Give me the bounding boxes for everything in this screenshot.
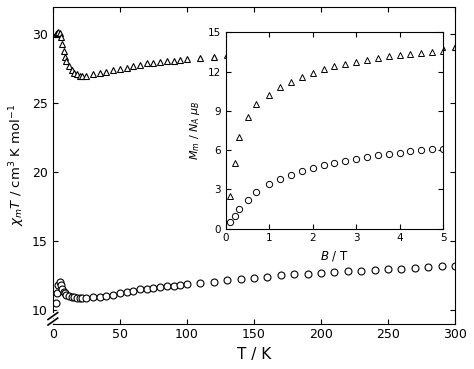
X-axis label: T / K: T / K	[237, 347, 271, 362]
Y-axis label: $\chi_{m}T$ / cm$^3$ K mol$^{-1}$: $\chi_{m}T$ / cm$^3$ K mol$^{-1}$	[7, 104, 27, 226]
